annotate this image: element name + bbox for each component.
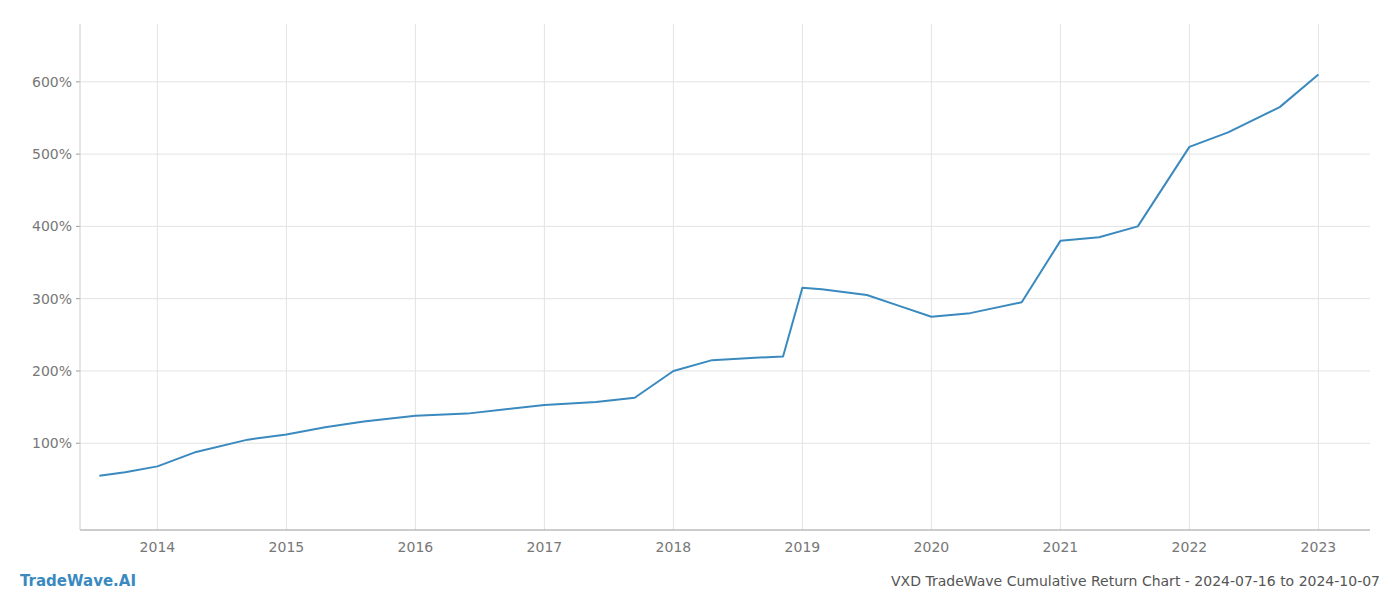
x-tick-label: 2020	[914, 539, 950, 555]
y-grid-line	[80, 370, 1370, 371]
y-grid-line	[80, 154, 1370, 155]
chart: 2014 2015 2016 2017 2018 2019 2020 2021 2022 2023…	[0, 0, 1400, 600]
y-tick-mark	[76, 226, 80, 227]
x-grid-line	[1318, 24, 1319, 530]
line	[99, 75, 1318, 476]
x-tick-label: 2016	[398, 539, 434, 555]
y-tick-mark	[76, 443, 80, 444]
watermark: TradeWave.AI	[20, 572, 136, 590]
y-tick-label: 100%	[32, 435, 72, 451]
y-tick-label: 500%	[32, 146, 72, 162]
x-tick-label: 2023	[1301, 539, 1337, 555]
axes: 2014 2015 2016 2017 2018 2019 2020 2021 2022 2023…	[32, 24, 1370, 555]
y-axis-line	[80, 24, 81, 530]
y-grid-line	[80, 443, 1370, 444]
x-tick-label: 2019	[785, 539, 821, 555]
x-tick-label: 2018	[656, 539, 692, 555]
y-tick-label: 600%	[32, 74, 72, 90]
x-tick-label: 2021	[1043, 539, 1079, 555]
series-group	[99, 75, 1318, 476]
x-grid-line	[1060, 24, 1061, 530]
x-tick-label: 2014	[140, 539, 176, 555]
y-tick-label: 200%	[32, 363, 72, 379]
y-grid-line	[80, 226, 1370, 227]
x-grid-line	[415, 24, 416, 530]
x-grid-line	[802, 24, 803, 530]
y-tick-label: 300%	[32, 291, 72, 307]
grid	[80, 24, 1370, 530]
y-tick-mark	[76, 81, 80, 82]
x-grid-line	[673, 24, 674, 530]
y-tick-mark	[76, 370, 80, 371]
x-grid-line	[931, 24, 932, 530]
y-grid-line	[80, 81, 1370, 82]
y-tick-mark	[76, 154, 80, 155]
y-grid-line	[80, 298, 1370, 299]
x-grid-line	[157, 24, 158, 530]
x-grid-line	[1189, 24, 1190, 530]
title: VXD TradeWave Cumulative Return Chart - …	[891, 573, 1380, 589]
x-grid-line	[544, 24, 545, 530]
x-tick-label: 2017	[527, 539, 563, 555]
y-tick-mark	[76, 298, 80, 299]
y-tick-label: 400%	[32, 218, 72, 234]
x-axis-line	[80, 530, 1370, 531]
x-grid-line	[286, 24, 287, 530]
x-tick-label: 2022	[1172, 539, 1208, 555]
x-tick-label: 2015	[269, 539, 305, 555]
background	[0, 0, 1400, 600]
